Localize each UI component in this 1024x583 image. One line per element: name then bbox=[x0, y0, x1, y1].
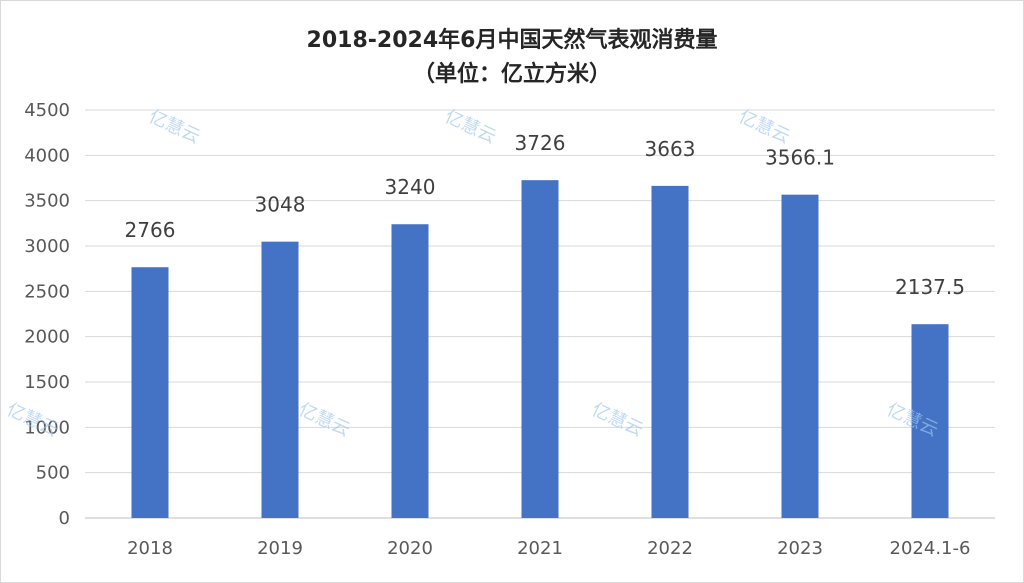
watermark-text: 亿慧云 bbox=[588, 399, 646, 441]
x-tick-label: 2022 bbox=[647, 538, 693, 559]
bar bbox=[911, 324, 949, 518]
y-tick-label: 1500 bbox=[24, 372, 70, 393]
bar bbox=[261, 241, 299, 518]
bar bbox=[131, 267, 169, 518]
bar bbox=[521, 180, 559, 518]
watermark-text: 亿慧云 bbox=[145, 106, 203, 148]
data-label: 2766 bbox=[125, 218, 176, 242]
y-tick-label: 4500 bbox=[24, 100, 70, 121]
watermark-text: 亿慧云 bbox=[735, 106, 793, 148]
watermark-text: 亿慧云 bbox=[295, 399, 353, 441]
y-tick-label: 2500 bbox=[24, 281, 70, 302]
y-tick-label: 4000 bbox=[24, 145, 70, 166]
data-label: 3663 bbox=[645, 137, 696, 161]
y-tick-label: 0 bbox=[59, 508, 70, 529]
bar bbox=[651, 185, 689, 518]
data-label: 3566.1 bbox=[765, 146, 835, 170]
x-tick-label: 2018 bbox=[127, 538, 173, 559]
bar bbox=[391, 224, 429, 519]
x-tick-label: 2021 bbox=[517, 538, 563, 559]
x-tick-label: 2023 bbox=[777, 538, 823, 559]
data-label: 3240 bbox=[385, 175, 436, 199]
data-label: 3726 bbox=[515, 131, 566, 155]
data-label: 3048 bbox=[255, 193, 306, 217]
x-tick-label: 2020 bbox=[387, 538, 433, 559]
y-tick-label: 3500 bbox=[24, 191, 70, 212]
data-label: 2137.5 bbox=[895, 275, 965, 299]
y-tick-label: 3000 bbox=[24, 236, 70, 257]
bar bbox=[781, 194, 819, 519]
watermark-text: 亿慧云 bbox=[441, 106, 499, 148]
y-tick-label: 500 bbox=[36, 463, 70, 484]
x-tick-label: 2019 bbox=[257, 538, 303, 559]
x-tick-label: 2024.1-6 bbox=[890, 538, 971, 559]
y-tick-label: 2000 bbox=[24, 327, 70, 348]
chart-title: 2018-2024年6月中国天然气表观消费量 bbox=[306, 28, 718, 53]
y-tick-label: 1000 bbox=[24, 417, 70, 438]
chart-subtitle: （单位：亿立方米） bbox=[412, 62, 611, 87]
